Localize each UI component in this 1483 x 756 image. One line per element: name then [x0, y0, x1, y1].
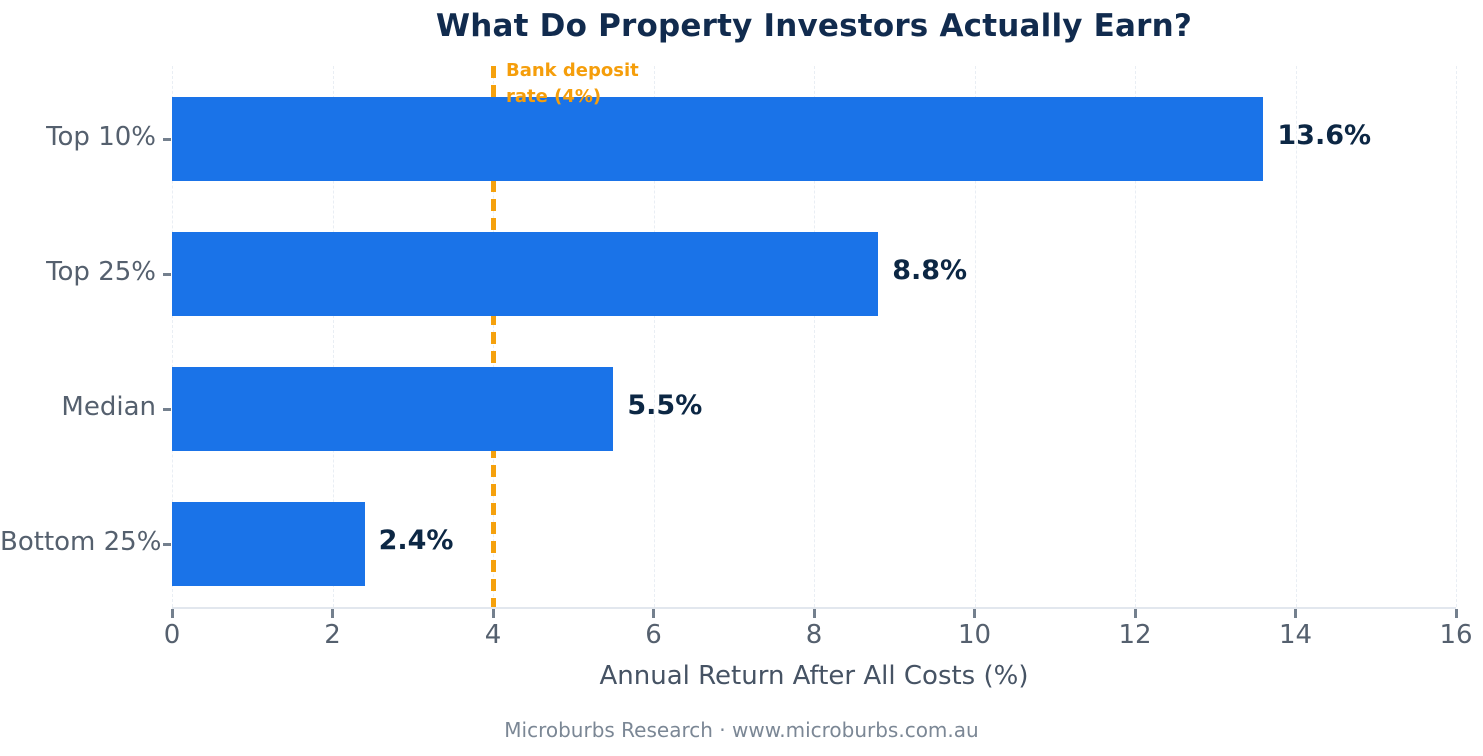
gridline-x-16 — [1456, 66, 1457, 607]
bar-bottom-25- — [172, 501, 365, 586]
y-tick-mark — [163, 272, 171, 276]
x-tick-mark — [491, 609, 495, 618]
bar-value-label: 5.5% — [627, 389, 703, 421]
gridline-x-2 — [332, 66, 334, 607]
bar-median — [172, 366, 614, 451]
x-tick-label-6: 6 — [645, 620, 662, 650]
x-axis-title: Annual Return After All Costs (%) — [599, 661, 1029, 691]
reference-line-bank-rate — [490, 66, 496, 607]
bar-value-label: 13.6% — [1277, 119, 1372, 151]
bar-top-10- — [172, 96, 1264, 181]
y-tick-mark — [163, 137, 171, 141]
x-tick-label-4: 4 — [484, 620, 502, 650]
source-attribution: Microburbs Research · www.microburbs.com… — [504, 718, 979, 742]
gridline-x-10 — [974, 66, 976, 607]
plot-area — [172, 66, 1457, 609]
x-tick-label-14: 14 — [1278, 620, 1313, 650]
y-axis-label-bottom-25-: Bottom 25% — [0, 526, 162, 557]
gridline-x-6 — [653, 66, 655, 607]
x-tick-label-0: 0 — [163, 620, 181, 650]
y-axis-label-top-25-: Top 25% — [46, 256, 156, 287]
x-tick-mark — [812, 609, 816, 618]
gridline-x-14 — [1295, 66, 1297, 607]
gridline-x-8 — [814, 66, 815, 607]
x-tick-label-8: 8 — [805, 620, 823, 650]
reference-line-label: Bank deposit rate (4%) — [506, 60, 639, 107]
bar-value-label: 8.8% — [892, 254, 968, 286]
x-tick-mark — [1133, 609, 1137, 618]
y-tick-mark — [163, 407, 171, 411]
x-tick-label-10: 10 — [957, 620, 992, 650]
bar-top-25- — [172, 231, 879, 316]
x-tick-mark — [331, 609, 334, 618]
x-tick-mark — [1294, 609, 1297, 618]
y-axis-label-median: Median — [61, 391, 156, 422]
chart-title: What Do Property Investors Actually Earn… — [435, 8, 1193, 44]
x-tick-mark — [170, 609, 174, 618]
bar-value-label: 2.4% — [378, 524, 454, 556]
y-axis-label-top-10-: Top 10% — [46, 121, 156, 152]
y-tick-mark — [163, 542, 171, 546]
x-tick-mark — [1454, 609, 1458, 618]
gridline-x-12 — [1135, 66, 1136, 607]
x-tick-mark — [652, 609, 655, 618]
x-tick-label-12: 12 — [1118, 620, 1152, 650]
x-tick-mark — [973, 609, 976, 618]
gridline-x-0 — [172, 66, 173, 607]
x-tick-label-2: 2 — [324, 620, 341, 650]
x-tick-label-16: 16 — [1439, 620, 1473, 650]
